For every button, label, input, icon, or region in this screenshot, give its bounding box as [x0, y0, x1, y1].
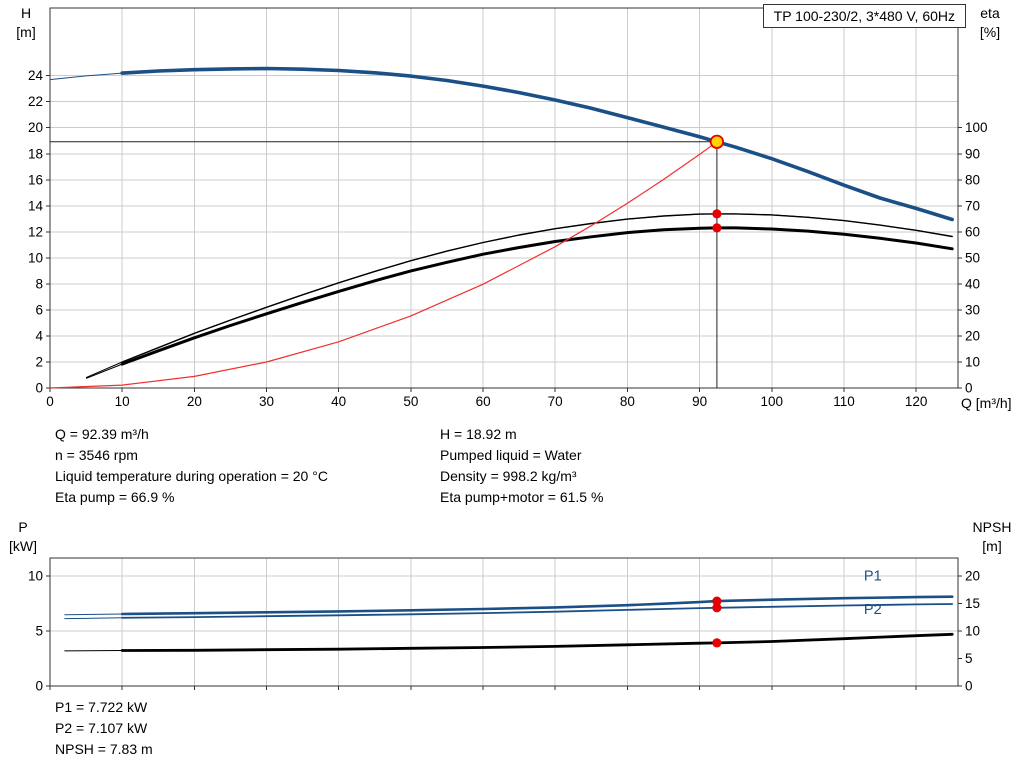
- npsh-axis-label: NPSH [m]: [962, 518, 1022, 556]
- left-axis-tick-label: 16: [28, 172, 43, 187]
- x-axis-tick-label: 60: [476, 394, 491, 409]
- p1-curve-label: P1: [864, 568, 882, 584]
- x-axis-tick-label: 80: [620, 394, 635, 409]
- density-info: Density = 998.2 kg/m³: [440, 468, 577, 484]
- x-axis-tick-label: 30: [259, 394, 274, 409]
- operating-point-dot: [712, 603, 722, 613]
- left-axis-tick-label: 0: [35, 381, 43, 396]
- left-axis-tick-label: 10: [28, 250, 43, 265]
- system-curve: [49, 141, 718, 389]
- pump-title-box: TP 100-230/2, 3*480 V, 60Hz: [762, 4, 966, 28]
- h-axis-unit: [m]: [16, 24, 36, 40]
- p2-curve: [121, 603, 954, 619]
- right-axis-tick-label: 10: [965, 624, 980, 639]
- right-axis-tick-label: 30: [965, 302, 980, 317]
- x-axis-tick-label: 10: [115, 394, 130, 409]
- eta-pump-curve-lead: [85, 213, 953, 379]
- npsh-axis-symbol: NPSH: [972, 519, 1012, 535]
- h-axis-symbol: H: [20, 5, 32, 21]
- operating-data-right: H = 18.92 m Pumped liquid = Water Densit…: [440, 424, 603, 508]
- right-axis-tick-label: 40: [965, 276, 980, 291]
- x-axis-tick-label: 90: [692, 394, 707, 409]
- eta-pump-motor-curve-lead: [85, 227, 953, 379]
- power-npsh-chart: P1 P2 0 5 10 0 5 10 15 20: [28, 557, 980, 694]
- operating-point-dot: [712, 223, 722, 233]
- x-axis-tick-label: 0: [46, 394, 54, 409]
- left-axis-tick-label: 12: [28, 224, 43, 239]
- left-axis-tick-label: 5: [35, 624, 43, 639]
- right-axis-tick-label: 60: [965, 224, 980, 239]
- operating-point-dot: [712, 596, 722, 606]
- left-axis-tick-label: 8: [35, 276, 43, 291]
- p1-info: P1 = 7.722 kW: [55, 699, 148, 715]
- x-axis-tick-label: 40: [331, 394, 346, 409]
- head-efficiency-chart: 0246810121416182022240102030405060708090…: [28, 7, 988, 409]
- left-axis-tick-label: 24: [28, 68, 44, 83]
- right-axis-tick-label: 0: [965, 381, 973, 396]
- x-axis-tick-label: 70: [548, 394, 563, 409]
- right-axis-tick-label: 0: [965, 679, 973, 694]
- right-axis-tick-label: 10: [965, 355, 980, 370]
- p2-info: P2 = 7.107 kW: [55, 720, 148, 736]
- x-axis-tick-label: 120: [905, 394, 928, 409]
- x-axis-tick-label: 110: [833, 394, 855, 409]
- p-axis-label: P [kW]: [0, 518, 46, 556]
- eta-axis-label: eta [%]: [964, 4, 1016, 42]
- right-axis-tick-label: 15: [965, 596, 980, 611]
- left-axis-tick-label: 6: [35, 302, 43, 317]
- operating-point-dot: [712, 638, 722, 648]
- power-npsh-data: P1 = 7.722 kW P2 = 7.107 kW NPSH = 7.83 …: [55, 697, 153, 760]
- right-axis-tick-label: 5: [965, 651, 973, 666]
- left-axis-tick-label: 4: [35, 328, 43, 343]
- right-axis-tick-label: 20: [965, 328, 980, 343]
- liquid-info: Pumped liquid = Water: [440, 447, 582, 463]
- flow-info: Q = 92.39 m³/h: [55, 426, 149, 442]
- left-axis-tick-label: 14: [28, 198, 44, 213]
- right-axis-tick-label: 50: [965, 250, 980, 265]
- duty-point-marker: [709, 134, 725, 149]
- plot-frame: [49, 7, 959, 389]
- operating-data-left: Q = 92.39 m³/h n = 3546 rpm Liquid tempe…: [55, 424, 328, 508]
- p-axis-unit: [kW]: [9, 538, 37, 554]
- operating-point-dot: [712, 209, 722, 219]
- temperature-info: Liquid temperature during operation = 20…: [55, 468, 328, 484]
- npsh-axis-unit: [m]: [982, 538, 1002, 554]
- npsh-info: NPSH = 7.83 m: [55, 741, 153, 757]
- eta-pump-curve: [121, 213, 953, 363]
- right-axis-tick-label: 100: [965, 120, 988, 135]
- right-axis-tick-label: 80: [965, 172, 980, 187]
- right-axis-tick-label: 70: [965, 198, 980, 213]
- speed-info: n = 3546 rpm: [55, 447, 138, 463]
- eta-pump-info: Eta pump = 66.9 %: [55, 489, 175, 505]
- right-axis-tick-label: 90: [965, 146, 980, 161]
- h-axis-label: H [m]: [4, 4, 48, 42]
- npsh-curve: [120, 632, 954, 652]
- left-axis-tick-label: 22: [28, 94, 43, 109]
- pump-head-curve: [120, 66, 954, 222]
- p1-curve: [120, 595, 954, 616]
- eta-axis-unit: [%]: [979, 24, 1001, 40]
- eta-total-info: Eta pump+motor = 61.5 %: [440, 489, 604, 505]
- p-axis-symbol: P: [18, 519, 28, 535]
- left-axis-tick-label: 10: [28, 569, 43, 584]
- p2-curve-label: P2: [864, 602, 882, 618]
- head-info: H = 18.92 m: [440, 426, 517, 442]
- left-axis-tick-label: 18: [28, 146, 43, 161]
- x-axis-tick-label: 20: [187, 394, 202, 409]
- right-axis-tick-label: 20: [965, 569, 980, 584]
- left-axis-tick-label: 20: [28, 120, 43, 135]
- q-axis-label: Q [m³/h]: [961, 395, 1012, 411]
- plot-frame: [49, 557, 959, 687]
- x-axis-tick-label: 100: [761, 394, 784, 409]
- left-axis-tick-label: 2: [35, 355, 43, 370]
- eta-axis-symbol: eta: [980, 5, 1000, 21]
- eta-pump-motor-curve: [120, 226, 954, 366]
- x-axis-tick-label: 50: [403, 394, 418, 409]
- left-axis-tick-label: 0: [35, 679, 43, 694]
